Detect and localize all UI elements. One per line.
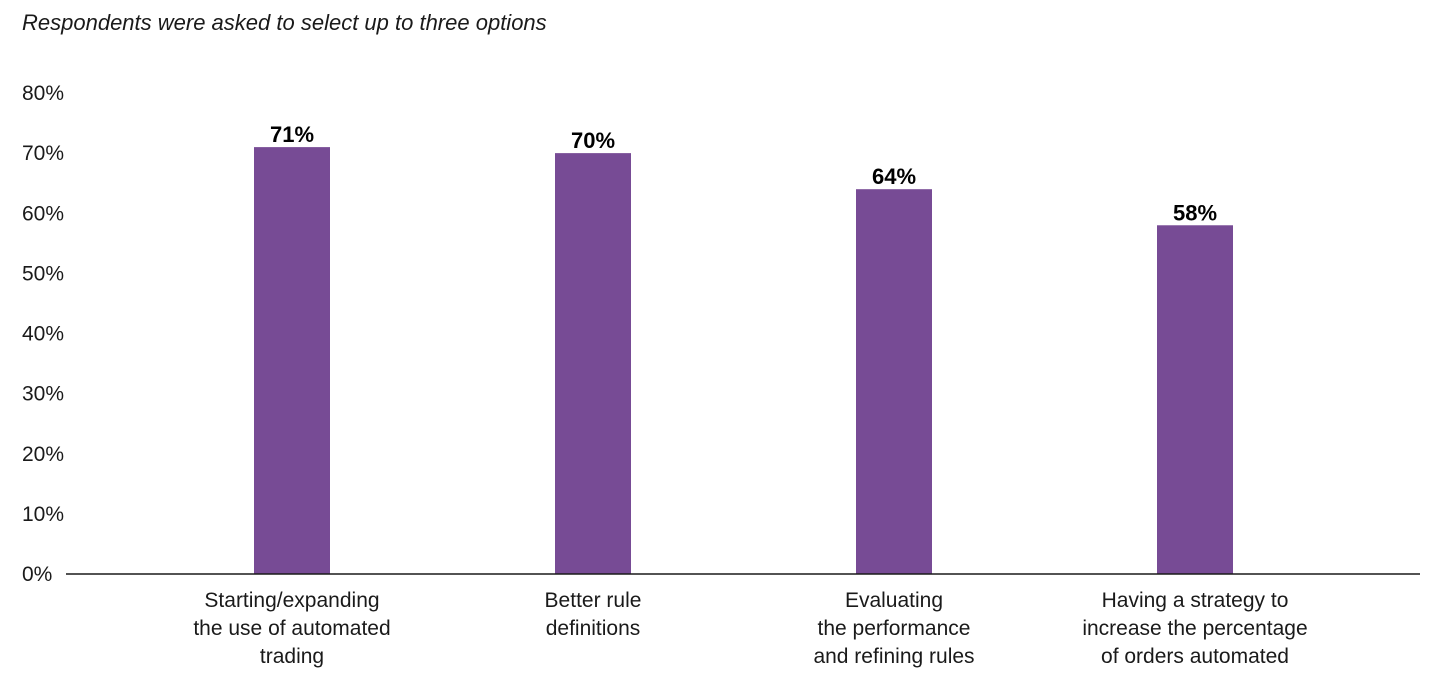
value-labels-group: 71% 70% 64% 58% — [270, 122, 1217, 225]
bar — [555, 153, 631, 574]
x-category-label: Starting/expanding the use of automated tr… — [193, 589, 390, 668]
x-category-label-line: Evaluating — [845, 589, 943, 612]
category-labels-group: Starting/expanding the use of automated tr… — [193, 589, 1307, 668]
y-tick-label: 10% — [22, 503, 64, 526]
x-category-label-line: trading — [260, 645, 324, 668]
x-category-label-line: Better rule — [545, 589, 642, 612]
bar — [254, 147, 330, 575]
y-tick-label: 80% — [22, 82, 64, 105]
y-tick-label: 30% — [22, 383, 64, 406]
x-category-label: Having a strategy to increase the percent… — [1082, 589, 1307, 668]
y-tick-label: 40% — [22, 323, 64, 346]
chart-subtitle: Respondents were asked to select up to t… — [22, 10, 547, 35]
bars-group — [254, 147, 1233, 575]
bar — [856, 189, 932, 574]
bar — [1157, 225, 1233, 574]
y-tick-label: 60% — [22, 202, 64, 225]
y-tick-label: 70% — [22, 142, 64, 165]
y-tick-label: 0% — [22, 563, 52, 586]
x-category-label-line: Having a strategy to — [1102, 589, 1289, 612]
x-category-label: Evaluating the performance and refining ru… — [813, 589, 974, 668]
bar-value-label: 71% — [270, 122, 314, 147]
x-category-label-line: increase the percentage — [1082, 617, 1307, 640]
x-category-label: Better rule definitions — [545, 589, 642, 640]
x-category-label-line: definitions — [546, 617, 641, 640]
x-category-label-line: the performance — [818, 617, 971, 640]
bar-value-label: 64% — [872, 164, 916, 189]
y-tick-label: 20% — [22, 443, 64, 466]
x-category-label-line: of orders automated — [1101, 645, 1289, 668]
x-category-label-line: and refining rules — [813, 645, 974, 668]
x-category-label-line: Starting/expanding — [204, 589, 379, 612]
y-axis-ticks: 0% 10% 20% 30% 40% 50% 60% 70% 80% — [22, 82, 64, 586]
x-category-label-line: the use of automated — [193, 617, 390, 640]
y-tick-label: 50% — [22, 262, 64, 285]
bar-value-label: 70% — [571, 128, 615, 153]
bar-value-label: 58% — [1173, 200, 1217, 225]
